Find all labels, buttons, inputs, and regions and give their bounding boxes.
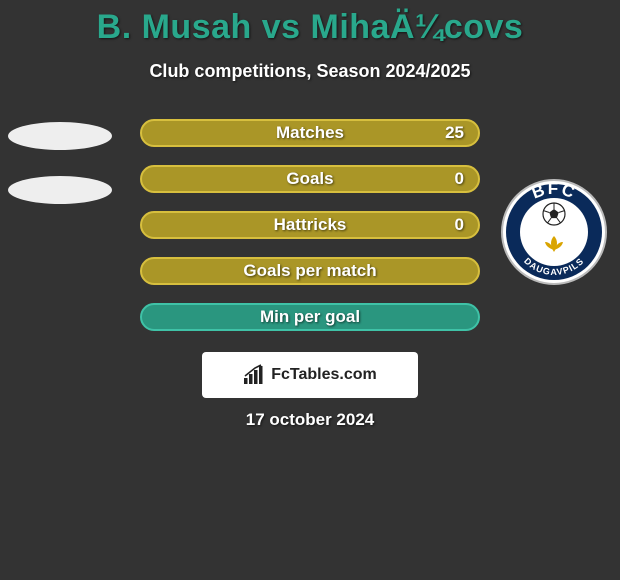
club-badge-icon: BFC DAUGAVPILS — [500, 178, 608, 286]
stat-label: Min per goal — [260, 307, 360, 327]
stat-bar-hattricks: Hattricks 0 — [140, 211, 480, 239]
stat-label: Matches — [276, 123, 344, 143]
stat-bar-matches: Matches 25 — [140, 119, 480, 147]
subtitle: Club competitions, Season 2024/2025 — [0, 61, 620, 82]
stat-value: 0 — [455, 169, 464, 189]
stat-bar-min-per-goal: Min per goal — [140, 303, 480, 331]
stat-value: 25 — [445, 123, 464, 143]
page-title: B. Musah vs MihaÄ¼covs — [0, 0, 620, 47]
stat-label: Goals — [286, 169, 333, 189]
attribution-text: FcTables.com — [271, 366, 377, 384]
stat-row: Matches 25 — [0, 110, 620, 156]
date-text: 17 october 2024 — [0, 410, 620, 430]
stat-label: Hattricks — [274, 215, 347, 235]
player2-club-badge: BFC DAUGAVPILS — [500, 178, 608, 286]
stat-bar-goals-per-match: Goals per match — [140, 257, 480, 285]
stat-row: Min per goal — [0, 294, 620, 340]
attribution-badge: FcTables.com — [202, 352, 418, 398]
bar-chart-icon — [243, 364, 265, 386]
stat-bar-goals: Goals 0 — [140, 165, 480, 193]
stat-value: 0 — [455, 215, 464, 235]
stat-label: Goals per match — [243, 261, 376, 281]
